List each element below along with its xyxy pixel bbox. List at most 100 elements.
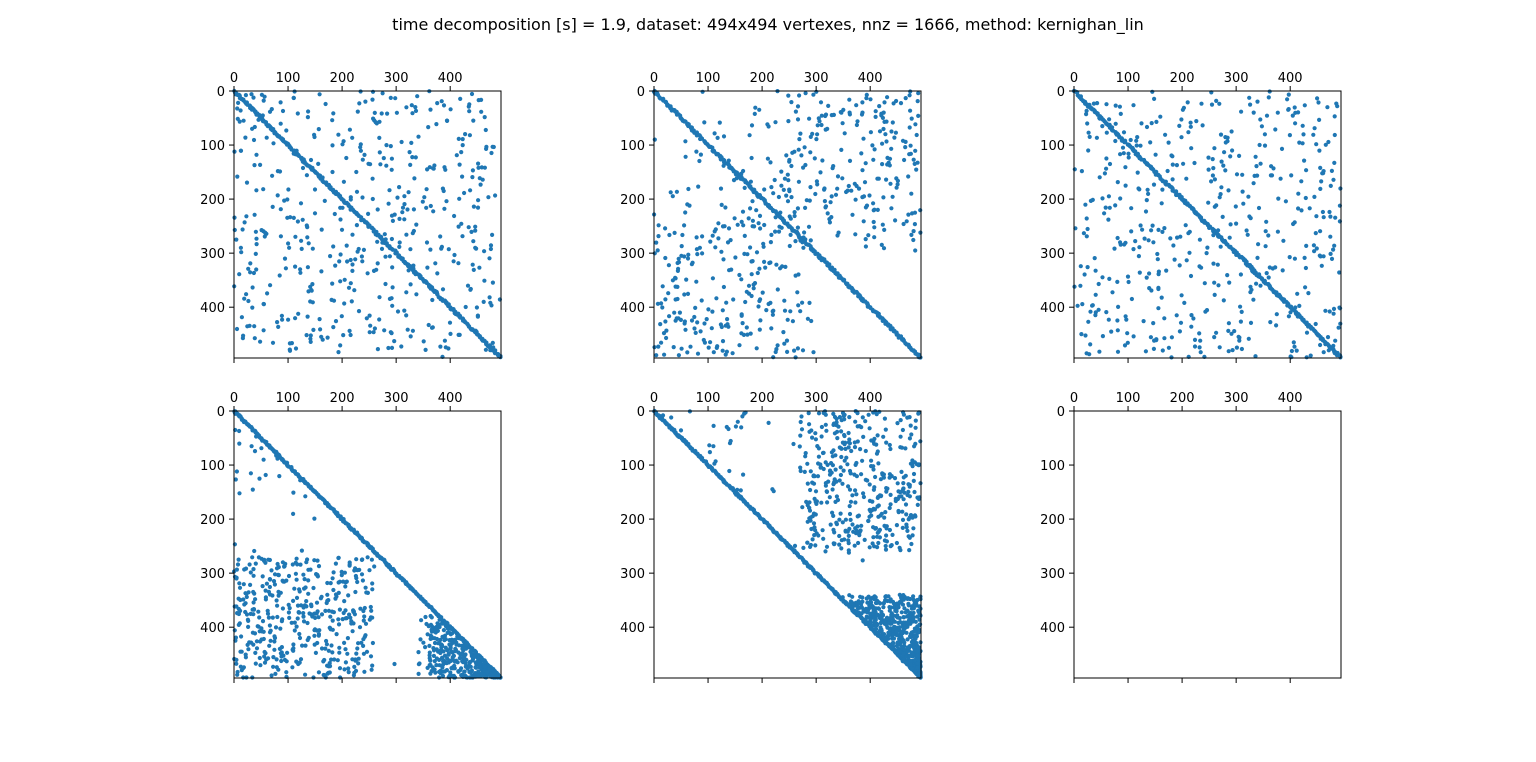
scatter-point (1338, 321, 1343, 326)
scatter-point (833, 467, 838, 472)
scatter-point (475, 314, 480, 319)
scatter-point (441, 103, 447, 108)
scatter-point (408, 247, 413, 252)
scatter-point (676, 353, 682, 358)
scatter-point (361, 247, 366, 252)
scatter-point (440, 644, 445, 649)
scatter-point (237, 491, 242, 496)
scatter-point (878, 601, 883, 606)
scatter-point (1296, 110, 1301, 115)
scatter-point (337, 645, 342, 650)
scatter-point (749, 155, 754, 161)
scatter-point (869, 438, 874, 443)
scatter-point (409, 103, 414, 108)
scatter-point (476, 669, 481, 674)
scatter-point (895, 496, 901, 502)
scatter-point (755, 270, 760, 276)
scatter-point (797, 444, 802, 449)
scatter-point (693, 330, 698, 335)
scatter-point (906, 212, 911, 217)
scatter-point (866, 233, 871, 238)
scatter-point (905, 637, 910, 642)
scatter-point (1152, 338, 1157, 343)
scatter-point (257, 476, 262, 481)
scatter-point (805, 461, 810, 466)
scatter-point (1248, 320, 1254, 325)
scatter-point (1104, 102, 1109, 107)
scatter-point (1211, 261, 1216, 266)
scatter-point (1237, 338, 1242, 343)
scatter-point (1264, 219, 1269, 224)
scatter-point (261, 629, 266, 634)
scatter-point (898, 548, 903, 553)
scatter-point (349, 621, 354, 626)
scatter-point (1293, 121, 1298, 126)
scatter-point (769, 326, 774, 331)
scatter-point (1219, 159, 1224, 164)
scatter-point (765, 122, 770, 127)
scatter-point (904, 219, 909, 224)
scatter-point (1181, 161, 1186, 166)
scatter-point (284, 578, 289, 583)
scatter-point (291, 490, 296, 495)
scatter-point (811, 521, 817, 526)
scatter-point (892, 135, 897, 140)
scatter-point (275, 561, 280, 567)
scatter-point (1301, 132, 1306, 137)
scatter-point (837, 478, 842, 483)
scatter-point (899, 610, 904, 615)
scatter-point (816, 116, 821, 121)
scatter-point (236, 557, 241, 562)
scatter-point (837, 533, 842, 539)
scatter-point (899, 494, 904, 499)
scatter-point (262, 654, 267, 659)
scatter-point (285, 650, 290, 655)
scatter-point (342, 667, 347, 672)
scatter-point (1079, 169, 1084, 174)
scatter-point (312, 627, 318, 632)
scatter-point (754, 346, 759, 351)
scatter-point (456, 261, 461, 266)
scatter-point (707, 450, 713, 455)
scatter-point (399, 139, 404, 145)
scatter-point (700, 89, 705, 94)
scatter-point (297, 589, 302, 594)
scatter-point (330, 618, 335, 623)
scatter-point (1075, 303, 1080, 308)
scatter-point (1209, 179, 1214, 184)
scatter-point (721, 284, 727, 290)
scatter-point (787, 187, 792, 192)
scatter-point (243, 135, 248, 140)
scatter-point (823, 460, 828, 465)
scatter-point (916, 91, 921, 96)
scatter-point (1138, 223, 1143, 228)
scatter-point (770, 312, 776, 317)
y-tick-label: 300 (200, 567, 225, 582)
scatter-point (1333, 338, 1338, 343)
scatter-point (370, 640, 375, 646)
scatter-point (370, 97, 375, 102)
scatter-point (353, 257, 358, 262)
scatter-point (428, 658, 433, 663)
scatter-point (885, 95, 890, 100)
scatter-point (346, 670, 351, 675)
scatter-point (309, 287, 314, 293)
scatter-point (1151, 182, 1157, 187)
scatter-point (430, 297, 435, 303)
scatter-point (660, 413, 666, 418)
scatter-point (749, 259, 754, 264)
scatter-point (720, 224, 726, 229)
scatter-points (232, 409, 503, 680)
scatter-point (363, 585, 368, 590)
scatter-point (480, 177, 485, 182)
scatter-point (727, 468, 732, 474)
scatter-point (354, 576, 359, 581)
scatter-point (1319, 179, 1324, 184)
scatter-point (460, 174, 465, 179)
scatter-point (303, 494, 308, 499)
scatter-point (1314, 246, 1319, 251)
scatter-point (1328, 214, 1333, 219)
scatter-point (823, 481, 829, 486)
scatter-point (814, 137, 819, 142)
scatter-point (912, 444, 917, 449)
